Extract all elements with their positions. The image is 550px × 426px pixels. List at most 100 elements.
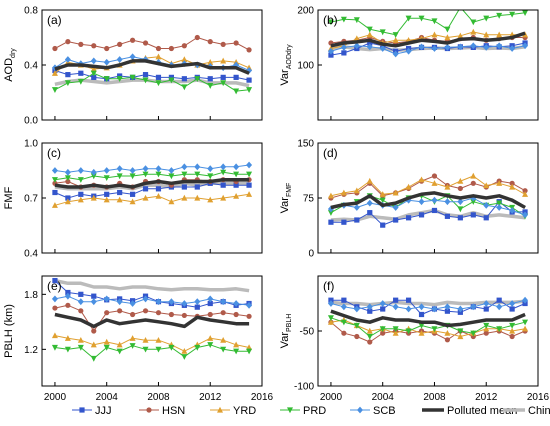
data-point-scb (168, 298, 175, 306)
data-point-yrd (483, 31, 490, 38)
data-point-yrd (64, 198, 71, 205)
data-point-prd (129, 74, 136, 81)
data-point-scb (103, 167, 110, 174)
data-point-yrd (103, 196, 110, 203)
y-axis-label-subscript: AODdry (286, 44, 293, 69)
data-point-prd (116, 76, 123, 82)
data-point-yrd (418, 176, 425, 183)
data-point-prd (155, 171, 162, 178)
data-point-prd (496, 200, 503, 207)
data-point-hsn (220, 310, 226, 316)
data-point-yrd (220, 194, 227, 201)
data-point-prd (444, 26, 451, 33)
data-point-yrd (207, 335, 214, 341)
data-point-scb (220, 163, 227, 171)
x-tick-label: 2008 (423, 392, 446, 403)
data-point-hsn (233, 311, 239, 318)
data-point-prd (220, 346, 227, 353)
series-line-hsn (54, 37, 250, 51)
data-point-prd (220, 169, 227, 176)
data-point-scb (233, 163, 240, 171)
data-point-jjj (181, 76, 187, 82)
series-line-jjj (54, 280, 250, 308)
data-point-yrd (392, 37, 399, 43)
data-point-prd (220, 80, 227, 87)
data-point-scb (509, 300, 516, 307)
legend-item-hsn: HSN (139, 405, 185, 417)
data-point-prd (496, 326, 503, 332)
legend-item-scb: SCB (350, 405, 396, 417)
data-point-hsn (380, 330, 386, 336)
x-tick-label: 2004 (96, 392, 119, 403)
y-tick-label: 0.4 (24, 61, 38, 72)
series-line-yrd (330, 175, 526, 197)
data-point-yrd (431, 31, 438, 38)
data-point-jjj (117, 73, 123, 79)
panel-d: 0 75 150 (d) VarFMF (279, 139, 539, 260)
data-point-prd (129, 173, 136, 180)
y-tick-label: 0.0 (24, 116, 38, 127)
legend-label: SCB (373, 405, 396, 417)
data-point-hsn (52, 45, 58, 52)
data-point-jjj (78, 291, 84, 297)
data-point-scb (431, 45, 438, 52)
data-point-jjj (233, 182, 239, 188)
data-point-prd (142, 346, 149, 353)
data-point-prd (77, 177, 84, 183)
data-point-scb (327, 47, 334, 55)
y-axis-label-subscript: FMF (286, 183, 293, 197)
data-point-scb (129, 167, 136, 174)
y-tick-label: 150 (297, 139, 314, 150)
y-axis-label-main: Var (279, 197, 291, 214)
data-point-jjj (194, 184, 200, 190)
panel-label: (f) (323, 279, 334, 293)
data-point-scb (353, 42, 360, 50)
data-point-prd (90, 70, 97, 77)
data-point-scb (64, 56, 71, 63)
data-point-jjj (354, 217, 360, 223)
data-point-jjj (367, 308, 373, 314)
data-point-scb (340, 303, 347, 311)
series-line-prd (330, 10, 526, 36)
data-point-yrd (470, 172, 477, 179)
data-point-prd (470, 330, 477, 337)
data-point-prd (522, 10, 529, 16)
data-point-prd (103, 175, 110, 182)
y-tick-label: -50 (300, 327, 315, 338)
data-point-scb (103, 58, 110, 66)
data-point-scb (181, 163, 188, 171)
data-point-jjj (496, 297, 502, 303)
data-point-hsn (65, 39, 71, 45)
data-point-hsn (168, 45, 175, 52)
data-point-scb (431, 196, 438, 204)
data-point-scb (51, 295, 58, 303)
data-point-prd (418, 15, 425, 22)
data-point-jjj (129, 191, 136, 197)
series-line-china (54, 278, 250, 293)
data-point-scb (366, 199, 373, 207)
y-tick-label: 1.2 (24, 345, 38, 356)
y-tick-label: 0.4 (24, 249, 38, 260)
data-point-prd (129, 343, 136, 349)
legend-label: JJJ (95, 405, 112, 417)
y-axis-label-subscript: dry (10, 48, 17, 58)
y-axis-label-main: Var (279, 332, 291, 349)
data-point-prd (233, 88, 240, 95)
data-point-jjj (207, 76, 213, 82)
data-point-prd (405, 328, 412, 335)
data-point-scb (77, 298, 84, 306)
data-point-jjj (91, 293, 97, 299)
axes-frame (41, 142, 263, 254)
data-point-hsn (78, 308, 84, 314)
data-point-hsn (246, 47, 252, 53)
data-point-hsn (142, 40, 149, 46)
data-point-scb (392, 303, 399, 311)
data-point-scb (103, 295, 110, 303)
x-tick-label: 2000 (320, 392, 343, 403)
data-point-prd (116, 173, 123, 180)
data-point-prd (64, 175, 71, 182)
data-point-prd (457, 328, 464, 335)
data-point-prd (379, 197, 386, 204)
data-point-yrd (51, 332, 58, 339)
data-point-prd (327, 19, 334, 26)
